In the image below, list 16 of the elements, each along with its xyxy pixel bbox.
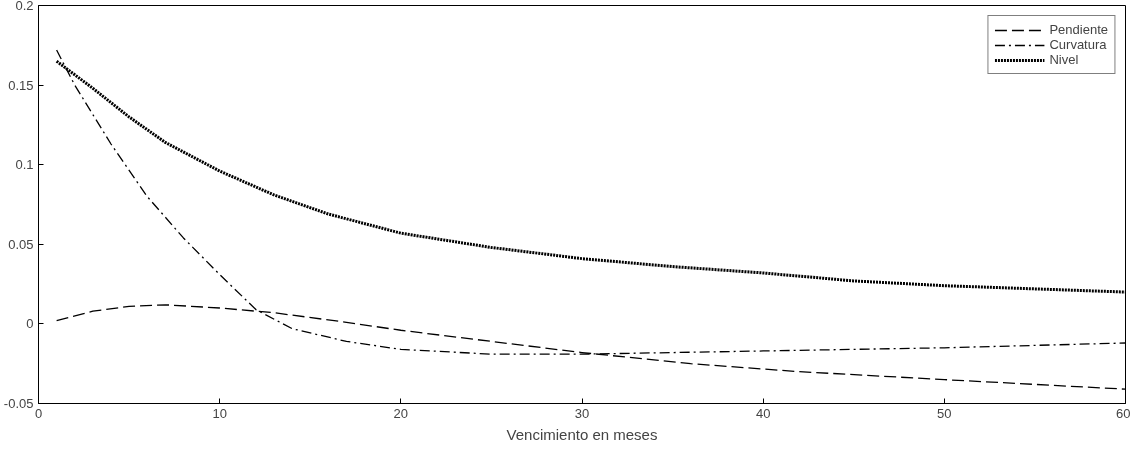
y-tick-label: 0.1 (15, 157, 34, 173)
x-tick-label: 10 (212, 405, 227, 421)
y-tick-label: 0 (26, 316, 34, 332)
y-tick-label: 0.15 (8, 77, 34, 93)
legend-label: Curvatura (1049, 37, 1107, 52)
x-tick-label: 40 (755, 405, 771, 421)
x-tick-label: 20 (393, 405, 409, 421)
y-tick-label: 0.05 (8, 236, 34, 252)
x-tick-label: 50 (937, 405, 952, 421)
legend-label: Nivel (1049, 52, 1079, 67)
y-tick-label: -0.05 (3, 396, 34, 411)
y-tick-label: 0.2 (15, 0, 34, 13)
x-tick-label: 60 (1116, 405, 1131, 421)
legend-label: Pendiente (1049, 22, 1108, 37)
x-tick-label: 30 (574, 405, 590, 421)
x-axis-title: Vencimiento en meses (506, 425, 658, 443)
